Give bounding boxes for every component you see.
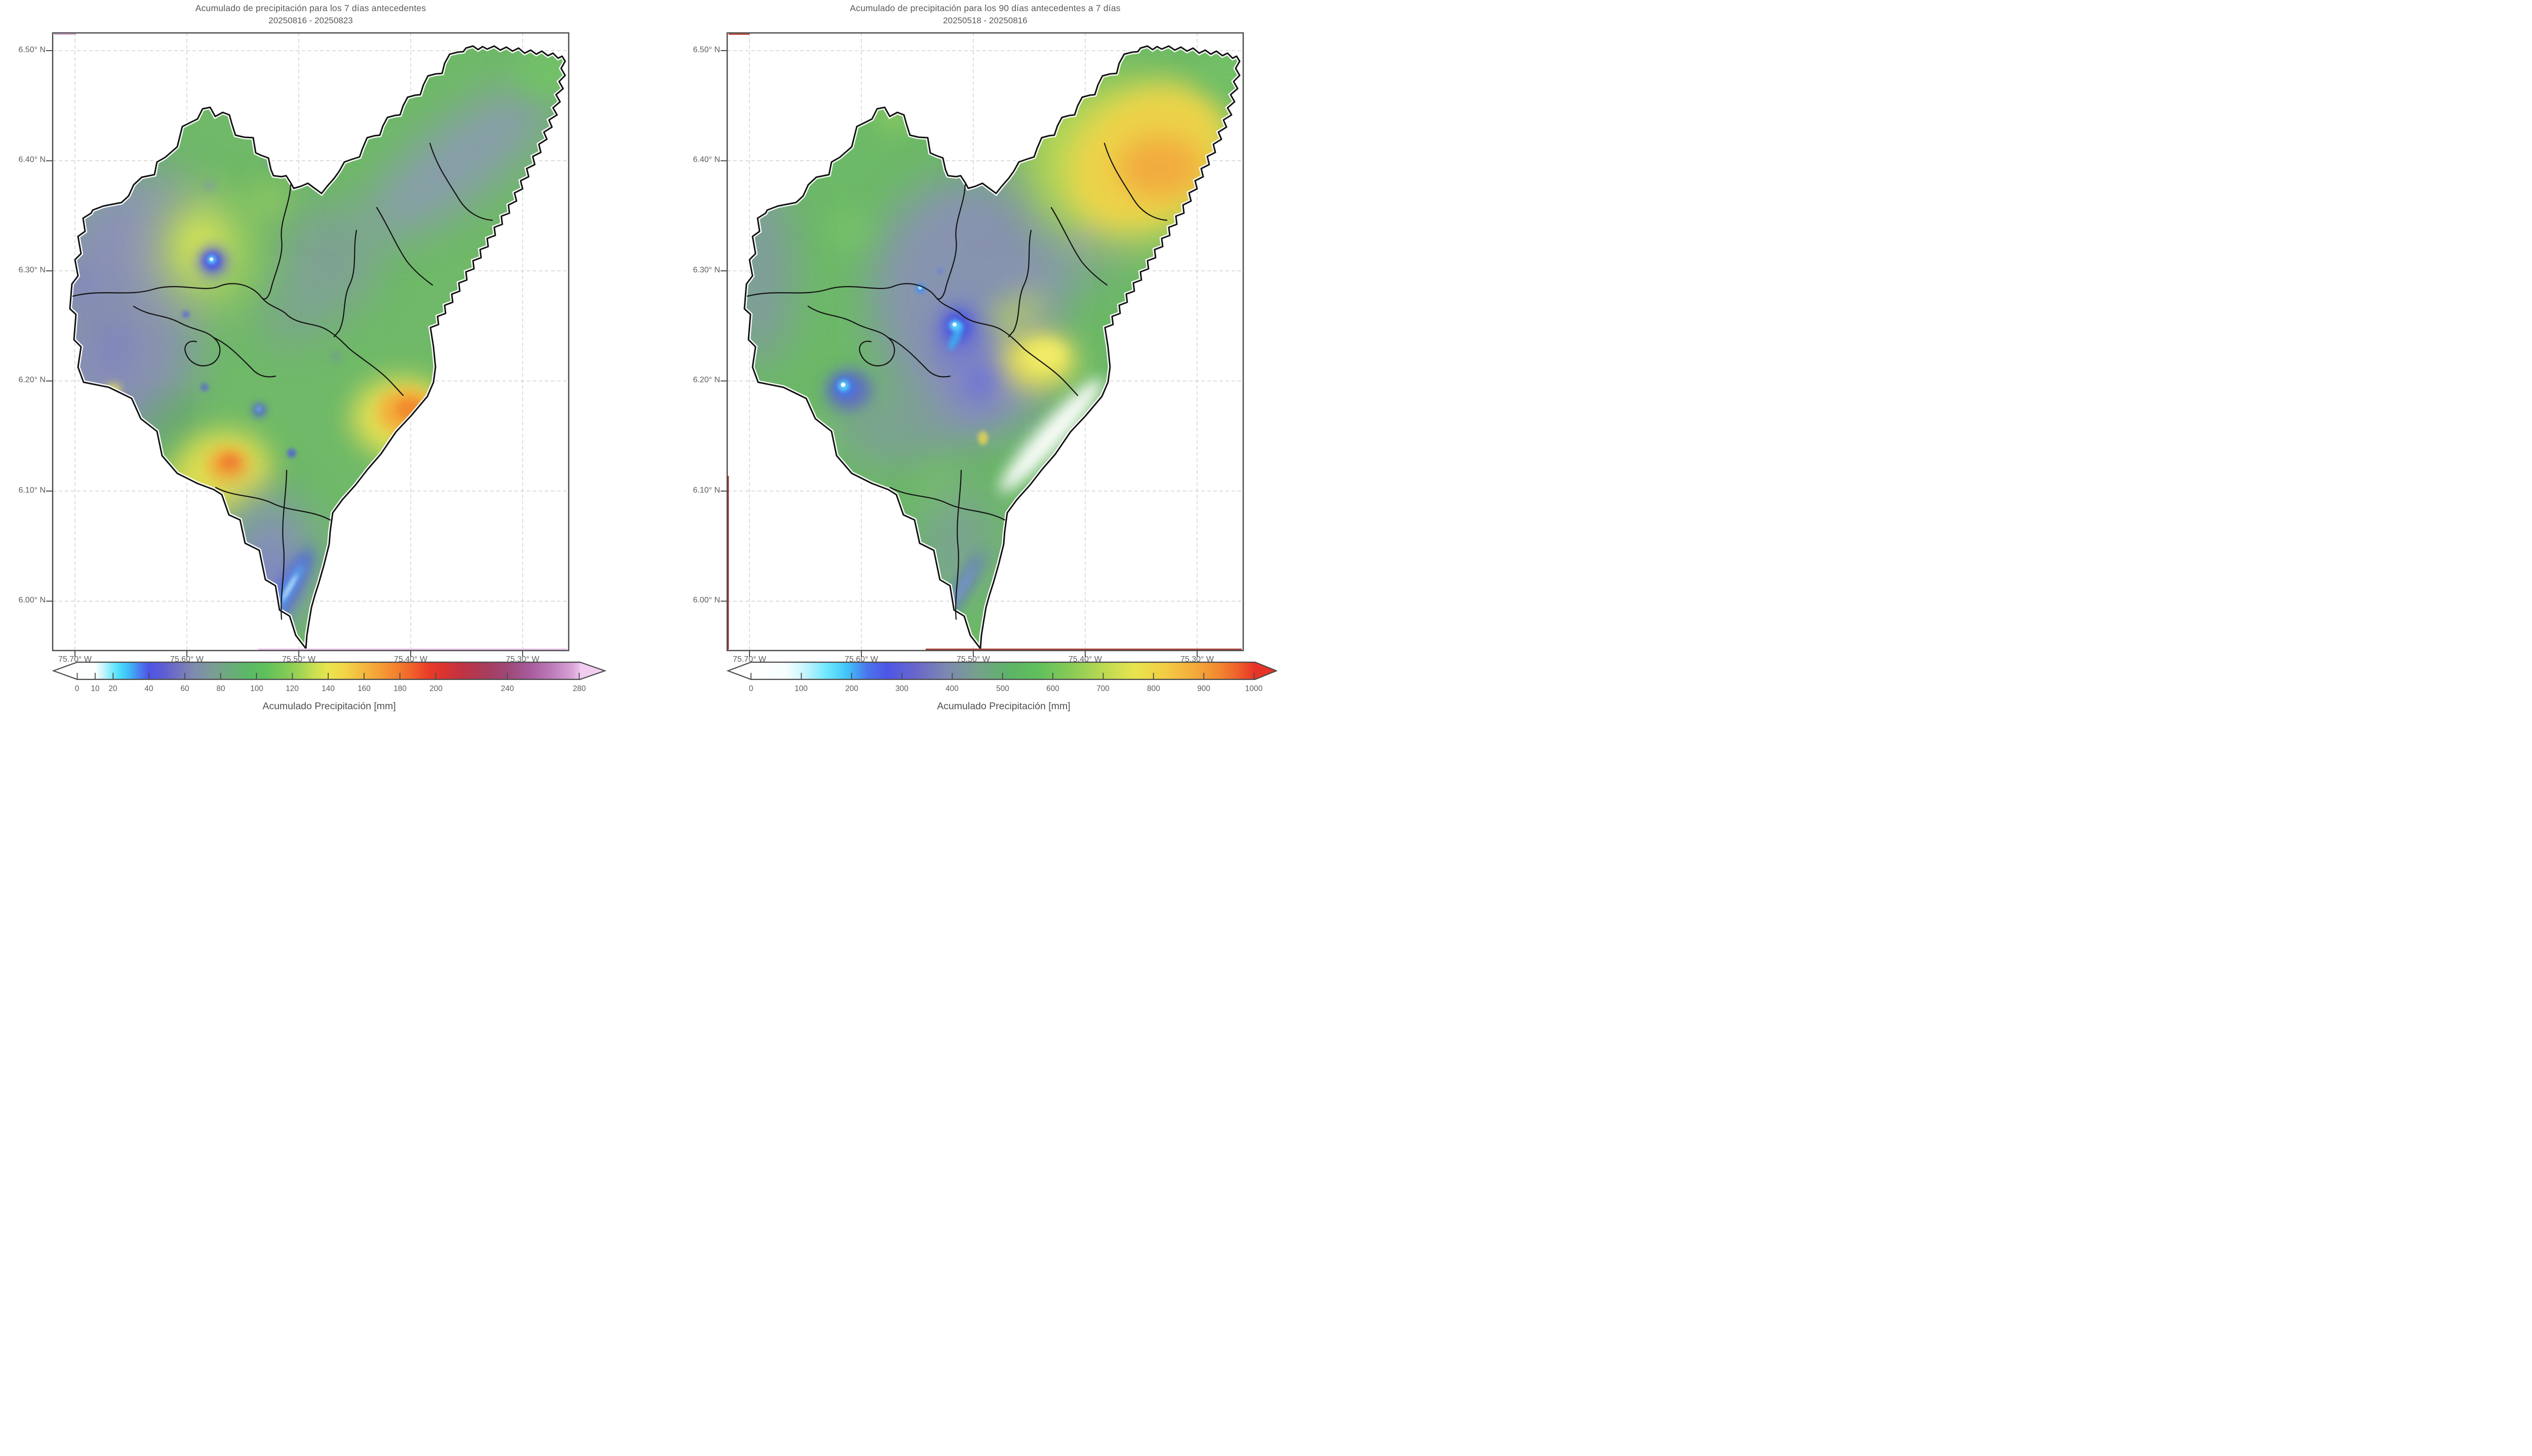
lat-tick-label: 6.40° N: [693, 155, 720, 164]
colorbar-tick-label: 140: [322, 684, 335, 693]
lat-tick-label: 6.40° N: [18, 155, 46, 164]
precipitation-map-90days: [720, 32, 1244, 657]
lat-tick-label: 6.00° N: [18, 596, 46, 604]
plot-frame: [726, 32, 1244, 652]
colorbar-tick-label: 240: [501, 684, 514, 693]
colorbar-tick-label: 900: [1197, 684, 1210, 693]
colorbar-tick-label: 500: [996, 684, 1009, 693]
lon-tick-label: 75.40° W: [394, 655, 427, 664]
colorbar-tick-label: 40: [144, 684, 153, 693]
lat-tick-label: 6.00° N: [693, 596, 720, 604]
colorbar-over-arrow: [580, 662, 605, 679]
lat-tick-label: 6.50° N: [693, 46, 720, 54]
colorbar-tick-label: 1000: [1245, 684, 1263, 693]
lon-tick-label: 75.60° W: [170, 655, 204, 664]
colorbar-over-arrow: [1255, 662, 1277, 679]
lat-tick-label: 6.30° N: [18, 266, 46, 274]
lon-tick-label: 75.60° W: [845, 655, 878, 664]
colorbar-90days: [726, 661, 1277, 680]
colorbar-gradient: [751, 662, 1255, 679]
colorbar-outline: [726, 661, 1277, 680]
colorbar-under-arrow: [53, 662, 77, 679]
colorbar-tick-label: 200: [429, 684, 443, 693]
colorbar-tick-label: 200: [845, 684, 858, 693]
colorbar-tick-label: 180: [393, 684, 407, 693]
colorbar-tick-label: 300: [895, 684, 908, 693]
colorbar-tick-label: 100: [795, 684, 808, 693]
lat-tick-label: 6.20° N: [693, 376, 720, 384]
lat-tick-label: 6.10° N: [18, 486, 46, 495]
colorbar-tick-label: 10: [91, 684, 100, 693]
colorbar-tick-label: 20: [108, 684, 117, 693]
colorbar-title: Acumulado Precipitación [mm]: [262, 701, 396, 712]
lon-tick-label: 75.70° W: [58, 655, 92, 664]
colorbar-tick-label: 120: [286, 684, 299, 693]
panel-7days: Acumulado de precipitación para los 7 dí…: [0, 0, 623, 728]
colorbar-7days: [52, 661, 607, 680]
lon-tick-label: 75.70° W: [733, 655, 766, 664]
colorbar-tick-label: 280: [573, 684, 586, 693]
precipitation-map-7days: [46, 32, 570, 657]
lat-tick-label: 6.20° N: [18, 376, 46, 384]
colorbar-tick-label: 600: [1046, 684, 1059, 693]
colorbar-title: Acumulado Precipitación [mm]: [937, 701, 1071, 712]
colorbar-tick-label: 400: [945, 684, 959, 693]
colorbar-tick-label: 100: [250, 684, 263, 693]
plot-frame: [52, 32, 570, 652]
colorbar-tick-label: 80: [216, 684, 225, 693]
lon-tick-label: 75.30° W: [1180, 655, 1214, 664]
colorbar-ticks: [76, 673, 580, 679]
colorbar-tick-label: 700: [1096, 684, 1110, 693]
colorbar-tick-label: 0: [748, 684, 754, 693]
colorbar-outline: [52, 661, 607, 680]
lat-tick-label: 6.50° N: [18, 46, 46, 54]
colorbar-under-arrow: [728, 662, 751, 679]
colorbar-tick-label: 160: [358, 684, 371, 693]
lon-tick-label: 75.30° W: [506, 655, 539, 664]
plot-date-range: 20250518 - 20250816: [943, 16, 1027, 25]
panel-90days: Acumulado de precipitación para los 90 d…: [675, 0, 1277, 728]
figure-canvas: Acumulado de precipitación para los 7 dí…: [0, 0, 1277, 728]
lat-tick-label: 6.30° N: [693, 266, 720, 274]
plot-date-range: 20250816 - 20250823: [268, 16, 353, 25]
colorbar-tick-label: 800: [1147, 684, 1160, 693]
colorbar-tick-label: 60: [180, 684, 189, 693]
lat-tick-label: 6.10° N: [693, 486, 720, 495]
colorbar-ticks: [750, 673, 1255, 679]
lon-tick-label: 75.40° W: [1069, 655, 1102, 664]
plot-title: Acumulado de precipitación para los 7 dí…: [195, 3, 426, 13]
colorbar-tick-label: 0: [74, 684, 80, 693]
plot-title: Acumulado de precipitación para los 90 d…: [850, 3, 1121, 13]
lon-tick-label: 75.50° W: [957, 655, 990, 664]
lon-tick-label: 75.50° W: [282, 655, 315, 664]
colorbar-gradient: [77, 662, 580, 679]
